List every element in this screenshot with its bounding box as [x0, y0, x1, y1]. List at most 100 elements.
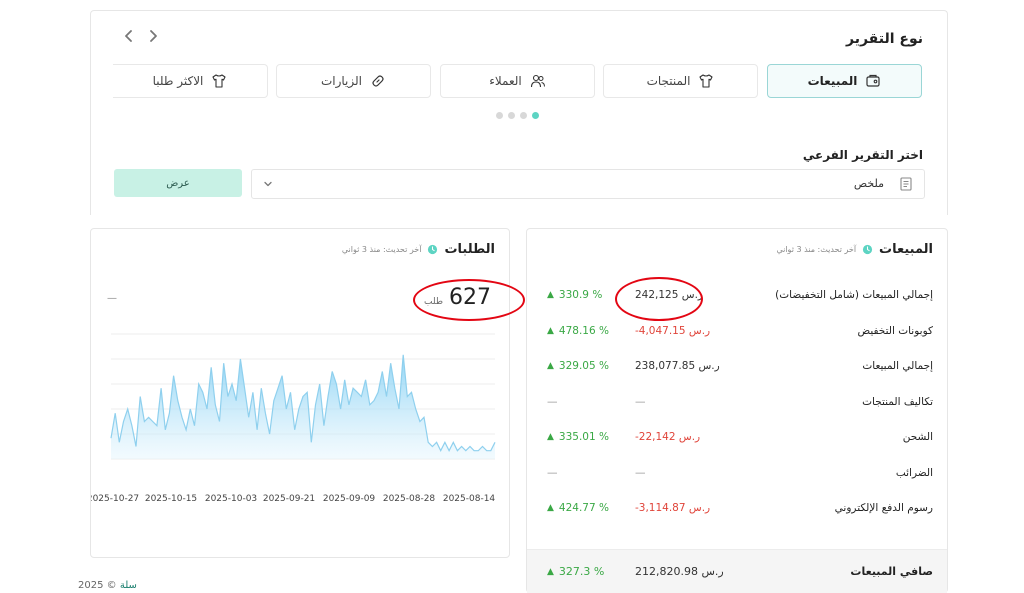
sales-row-gross: إجمالي المبيعات 238,077.85 ر.س ▲ 329.05 % [527, 352, 947, 388]
subreport-selected-value: ملخص [853, 177, 884, 190]
row-label: الضرائب [895, 466, 933, 479]
orders-placeholder: — [107, 293, 117, 304]
sales-rows: إجمالي المبيعات (شامل التخفيضات) 242,125… [527, 281, 947, 530]
row-change-value: 327.3 % [558, 565, 605, 578]
subreport-select[interactable]: ملخص [251, 169, 925, 199]
row-label: صافي المبيعات [850, 565, 933, 578]
carousel-dot[interactable] [508, 112, 515, 119]
report-tabs: المبيعات المنتجات العملاء الزيارات [113, 64, 925, 98]
x-tick-label: 2025-08-14 [443, 494, 496, 504]
row-change: ▲ 329.05 % [547, 360, 609, 372]
tab-customers[interactable]: العملاء [440, 64, 595, 98]
shirt-icon [699, 74, 713, 88]
row-value: -3,114.87 ر.س [635, 502, 711, 514]
sales-updated-text: آخر تحديث: منذ 3 ثواني [776, 245, 857, 254]
x-tick-label: 2025-08-28 [383, 494, 436, 504]
row-change: ▲ 424.77 % [547, 502, 609, 514]
arrow-up-icon: ▲ [547, 290, 554, 300]
x-tick-label: 2025-09-09 [323, 494, 376, 504]
tab-customers-label: العملاء [489, 74, 522, 88]
chevron-right-icon[interactable] [143, 26, 163, 46]
footer: 2025 © سلة [78, 580, 137, 591]
orders-panel-title: الطلبات [444, 242, 495, 257]
users-icon [530, 74, 545, 88]
highlight-ring [413, 279, 525, 321]
series-line [110, 354, 496, 453]
row-change-value: — [547, 466, 558, 479]
footer-copyright: 2025 © [78, 580, 117, 591]
report-type-title: نوع التقرير [846, 31, 923, 47]
sales-row-taxes: الضرائب — — [527, 459, 947, 495]
sales-row-shipping: الشحن -22,142 ر.س ▲ 335.01 % [527, 423, 947, 459]
sales-panel-header: المبيعات آخر تحديث: منذ 3 ثواني [776, 242, 933, 257]
row-label: إجمالي المبيعات (شامل التخفيضات) [775, 289, 933, 301]
x-tick-label: 2025-09-21 [263, 494, 315, 504]
row-change-value: 478.16 % [558, 324, 609, 337]
orders-updated-text: آخر تحديث: منذ 3 ثواني [341, 245, 422, 254]
clock-icon [862, 244, 873, 255]
sales-row-payment-fees: رسوم الدفع الإلكتروني -3,114.87 ر.س ▲ 424… [527, 494, 947, 530]
sales-row-coupons: كوبونات التخفيض -4,047.15 ر.س ▲ 478.16 % [527, 317, 947, 353]
view-button[interactable]: عرض [114, 169, 242, 197]
row-change: ▲ 330.9 % [547, 289, 602, 301]
row-change-value: 329.05 % [558, 360, 609, 372]
tab-visits-label: الزيارات [320, 74, 363, 88]
row-label: إجمالي المبيعات [862, 360, 933, 372]
row-change: ▲ 478.16 % [547, 325, 609, 337]
x-tick-label: 2025-10-15 [145, 494, 197, 504]
carousel-dots [496, 112, 539, 119]
shirt-icon [212, 74, 226, 88]
row-change-value: 330.9 % [558, 289, 603, 301]
tab-products[interactable]: المنتجات [603, 64, 758, 98]
carousel-dot-active[interactable] [532, 112, 539, 119]
sales-icon [866, 74, 881, 87]
tab-products-label: المنتجات [646, 74, 691, 88]
tab-sales[interactable]: المبيعات [767, 64, 922, 98]
highlight-ring [615, 277, 703, 321]
row-value: -22,142 ر.س [635, 431, 701, 443]
row-change: ▲ 327.3 % [547, 565, 604, 578]
row-change: ▲ 335.01 % [547, 431, 609, 443]
tab-visits[interactable]: الزيارات [276, 64, 431, 98]
tab-top-ordered-label: الاكثر طلبا [152, 74, 204, 88]
tab-top-ordered[interactable]: الاكثر طلبا [113, 64, 268, 98]
row-change-value: 424.77 % [558, 502, 609, 514]
chevron-down-icon [264, 181, 272, 187]
row-label: تكاليف المنتجات [862, 395, 933, 408]
row-value: — [635, 395, 646, 408]
orders-area-chart: 2025-10-27 2025-10-15 2025-10-03 2025-09-21… [91, 333, 496, 504]
chevron-left-icon[interactable] [119, 26, 139, 46]
row-value: 238,077.85 ر.س [635, 360, 720, 372]
report-type-card: نوع التقرير المبيعات المنتجات [90, 10, 948, 215]
carousel-dot[interactable] [496, 112, 503, 119]
document-icon [900, 177, 912, 191]
arrow-up-icon: ▲ [547, 566, 554, 577]
row-value: — [635, 466, 646, 479]
sales-row-product-costs: تكاليف المنتجات — — [527, 388, 947, 424]
clock-icon [428, 244, 438, 255]
area-fill [111, 354, 495, 459]
row-value: 212,820.98 ر.س [635, 565, 724, 578]
arrow-up-icon: ▲ [547, 361, 554, 371]
arrow-up-icon: ▲ [547, 503, 554, 513]
row-label: الشحن [902, 431, 933, 443]
row-change-value: 335.01 % [558, 431, 609, 443]
sales-row-gross-incl-discounts: إجمالي المبيعات (شامل التخفيضات) 242,125… [527, 281, 947, 317]
row-label: كوبونات التخفيض [857, 324, 933, 337]
footer-brand[interactable]: سلة [119, 580, 137, 591]
sales-panel-title: المبيعات [879, 242, 933, 257]
carousel-dot[interactable] [520, 112, 527, 119]
x-tick-label: 2025-10-27 [91, 494, 139, 504]
orders-panel: الطلبات آخر تحديث: منذ 3 ثواني — 627 طلب… [90, 228, 525, 558]
row-label: رسوم الدفع الإلكتروني [834, 502, 933, 514]
orders-panel-header: الطلبات آخر تحديث: منذ 3 ثواني [342, 242, 495, 257]
sales-panel: المبيعات آخر تحديث: منذ 3 ثواني إجمالي ا… [526, 228, 948, 593]
row-value: -4,047.15 ر.س [635, 324, 711, 337]
row-change-value: — [547, 395, 558, 408]
arrow-up-icon: ▲ [547, 325, 554, 336]
link-icon [372, 75, 384, 87]
sales-row-net: صافي المبيعات 212,820.98 ر.س ▲ 327.3 % [527, 549, 947, 593]
arrow-up-icon: ▲ [547, 432, 554, 442]
subreport-label: اختر التقرير الفرعي [802, 148, 923, 162]
x-tick-label: 2025-10-03 [205, 494, 257, 504]
